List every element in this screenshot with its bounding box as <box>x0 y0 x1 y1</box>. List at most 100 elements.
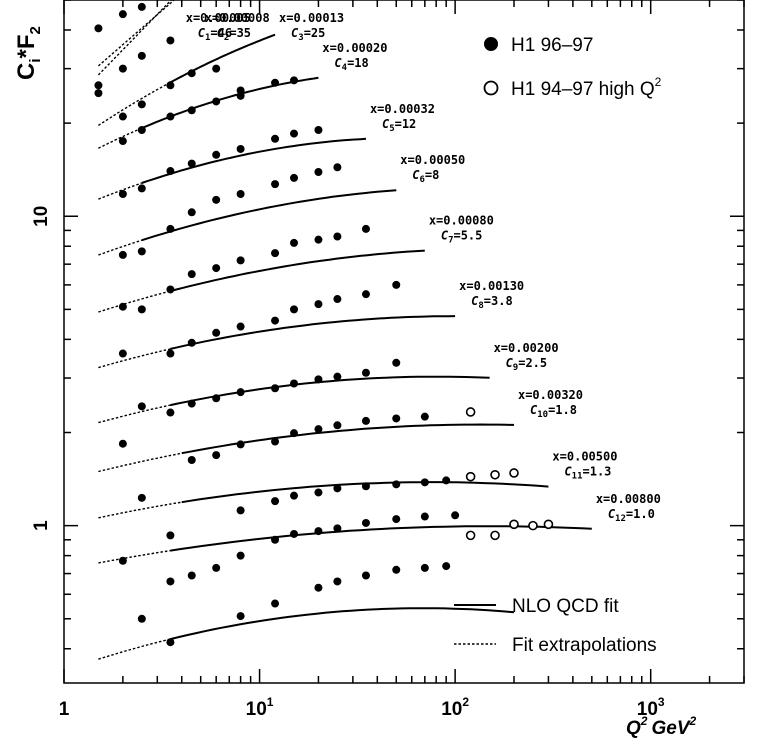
data-point <box>188 270 196 278</box>
data-point <box>237 323 245 331</box>
series-c-label: C7=5.5 <box>441 229 483 246</box>
data-point <box>290 76 298 84</box>
data-point <box>271 135 279 143</box>
data-point <box>237 388 245 396</box>
data-point <box>188 571 196 579</box>
open-data-point <box>510 469 518 477</box>
data-point <box>290 130 298 138</box>
series-c-label: C11=1.3 <box>564 465 611 482</box>
data-point <box>333 524 341 532</box>
data-point <box>94 81 102 89</box>
fit-curve <box>170 608 514 639</box>
data-point <box>362 225 370 233</box>
fit-extrapolation-curve <box>98 82 170 125</box>
data-point <box>333 233 341 241</box>
data-point <box>290 174 298 182</box>
data-point <box>237 145 245 153</box>
data-point <box>138 100 146 108</box>
fit-extrapolation-curve <box>98 128 141 148</box>
data-point <box>271 438 279 446</box>
data-point <box>333 484 341 492</box>
data-point <box>333 373 341 381</box>
data-point <box>212 264 220 272</box>
data-point <box>271 497 279 505</box>
data-point <box>290 492 298 500</box>
x-axis-label: Q2 GeV2 <box>626 714 697 739</box>
data-point <box>119 10 127 18</box>
data-point <box>94 89 102 97</box>
open-data-point <box>491 531 499 539</box>
data-point <box>237 612 245 620</box>
legend-label-open: H1 94–97 high Q2 <box>511 75 662 100</box>
series-x-label: x=0.00200 <box>494 341 559 355</box>
data-point <box>421 564 429 572</box>
data-point <box>290 380 298 388</box>
data-point <box>271 249 279 257</box>
series-c-label: C9=2.5 <box>506 356 548 373</box>
fit-curve <box>170 35 275 83</box>
series-x-label: x=0.00130 <box>459 279 524 293</box>
data-point <box>212 451 220 459</box>
data-point <box>271 384 279 392</box>
data-point <box>166 409 174 417</box>
data-point <box>362 482 370 490</box>
data-points <box>94 3 552 646</box>
legend-open-marker <box>485 82 498 95</box>
fit-extrapolation-curve <box>98 502 181 518</box>
data-point <box>212 394 220 402</box>
series-x-label: x=0.00020 <box>322 41 387 55</box>
series-c-label: C5=12 <box>382 117 416 134</box>
series-c-label: C4=18 <box>334 56 368 73</box>
data-point <box>166 638 174 646</box>
series-c-label: C12=1.0 <box>608 507 655 524</box>
data-point <box>314 375 322 383</box>
fit-curve <box>182 425 514 454</box>
data-point <box>290 305 298 313</box>
open-data-point <box>467 531 475 539</box>
data-point <box>166 36 174 44</box>
data-point <box>392 566 400 574</box>
data-point <box>271 79 279 87</box>
data-point <box>451 511 459 519</box>
data-point <box>314 425 322 433</box>
x-tick-label: 102 <box>441 695 469 720</box>
data-point <box>442 476 450 484</box>
data-point <box>237 92 245 100</box>
open-data-point <box>529 522 537 530</box>
y-axis-label: Ci*F2 <box>13 26 44 80</box>
series-c-label: C10=1.8 <box>530 403 577 420</box>
data-point <box>237 440 245 448</box>
y-tick-label: 1 <box>31 520 52 531</box>
data-point <box>166 167 174 175</box>
legend-label-extrapolation: Fit extrapolations <box>512 635 657 656</box>
data-point <box>119 190 127 198</box>
data-point <box>188 400 196 408</box>
data-point <box>314 488 322 496</box>
legend-label-filled: H1 96–97 <box>511 35 593 56</box>
data-point <box>237 506 245 514</box>
fit-extrapolation-curve <box>98 349 170 368</box>
data-point <box>212 151 220 159</box>
data-point <box>392 515 400 523</box>
data-point <box>442 562 450 570</box>
data-point <box>188 160 196 168</box>
data-point <box>271 180 279 188</box>
data-point <box>212 65 220 73</box>
data-point <box>138 52 146 60</box>
fit-curve <box>142 190 396 240</box>
fit-curve <box>170 251 424 292</box>
open-data-point <box>467 473 475 481</box>
data-point <box>212 196 220 204</box>
data-point <box>138 184 146 192</box>
series-c-label: C2=35 <box>217 26 251 43</box>
data-point <box>392 414 400 422</box>
y-tick-label: 10 <box>31 206 52 227</box>
data-point <box>271 536 279 544</box>
data-point <box>314 584 322 592</box>
series-c-label: C3=25 <box>291 26 325 43</box>
data-point <box>421 478 429 486</box>
data-point <box>421 413 429 421</box>
data-point <box>314 236 322 244</box>
data-point <box>212 564 220 572</box>
